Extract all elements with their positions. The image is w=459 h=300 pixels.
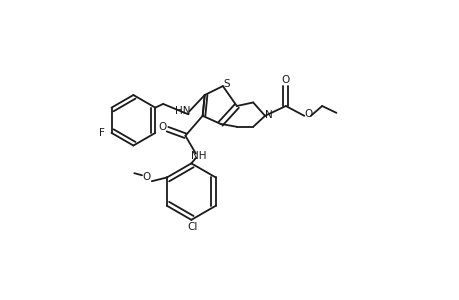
Text: S: S (223, 79, 230, 89)
Text: O: O (281, 75, 289, 85)
Text: F: F (99, 128, 105, 138)
Text: O: O (304, 109, 312, 119)
Text: N: N (264, 110, 272, 120)
Text: Cl: Cl (187, 222, 198, 232)
Text: O: O (142, 172, 150, 182)
Text: HN: HN (174, 106, 190, 116)
Text: O: O (158, 122, 166, 132)
Text: NH: NH (190, 151, 206, 161)
